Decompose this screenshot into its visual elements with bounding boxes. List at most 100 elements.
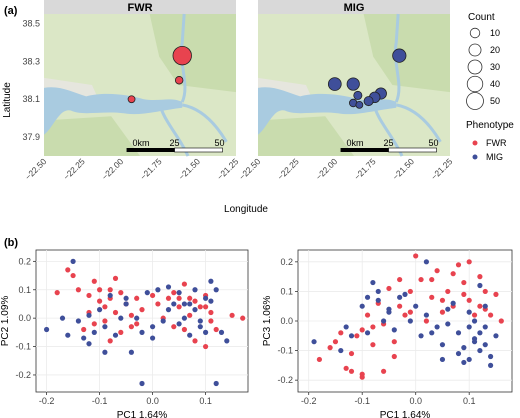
- pca-point: [488, 362, 494, 368]
- pca-point: [197, 318, 203, 324]
- scalebar-segment: [340, 148, 389, 152]
- pca-point: [97, 298, 103, 304]
- pca-point: [102, 324, 108, 330]
- scalebar-start-label: 0km: [133, 138, 150, 148]
- pca-point: [461, 279, 467, 286]
- map-x-tick-label: −22.00: [314, 156, 340, 182]
- pca-point: [65, 267, 71, 273]
- pca-point: [192, 287, 198, 293]
- pca-point: [455, 350, 462, 357]
- map-river: [179, 13, 187, 103]
- pca-point: [466, 356, 472, 363]
- pca-point: [81, 335, 87, 341]
- pca-point: [97, 307, 103, 313]
- pca-point: [423, 259, 429, 265]
- pca-point: [86, 341, 92, 347]
- pca-point: [375, 297, 381, 303]
- pca-point: [391, 353, 397, 360]
- pca-point: [203, 343, 209, 350]
- pca-point: [423, 318, 429, 324]
- pca-point: [439, 309, 446, 315]
- pca-point: [348, 350, 355, 357]
- pca-xlabel: PC1 1.64%: [380, 410, 431, 418]
- pca-point: [461, 291, 467, 297]
- map-strip-fwr-label: FWR: [127, 2, 152, 14]
- map-x-tick-label: −21.25: [429, 156, 455, 182]
- pca-point: [139, 380, 145, 387]
- pca-point: [364, 330, 371, 336]
- map-xlabel: Longitude: [224, 204, 268, 215]
- pca-point: [187, 332, 193, 338]
- pca-point: [203, 329, 209, 335]
- map-strip-fwr: [44, 0, 236, 14]
- pca-point: [218, 329, 225, 335]
- pca-y-tick-label: 0.1: [18, 285, 31, 295]
- pca-point: [370, 342, 376, 348]
- pca-point: [482, 342, 488, 348]
- pca-point: [203, 304, 209, 310]
- map-upland: [149, 14, 236, 93]
- map-y-tick-label: 38.1: [22, 94, 40, 104]
- map-upland: [258, 116, 354, 156]
- pca-point: [224, 338, 230, 344]
- pca-point: [461, 359, 467, 366]
- legend-count-circle: [469, 27, 481, 39]
- pca-point: [348, 368, 355, 374]
- scalebar-mid-label: 25: [170, 138, 180, 148]
- legend-count-label: 30: [490, 62, 500, 72]
- pca-point: [364, 294, 371, 300]
- pca-point: [123, 301, 129, 307]
- pca-point: [208, 298, 214, 304]
- map-upland: [363, 14, 450, 93]
- map-x-tick-label: −21.75: [138, 156, 164, 182]
- map-y-tick-label: 37.9: [22, 132, 40, 142]
- pca-point: [181, 301, 187, 307]
- pca-point: [407, 288, 413, 295]
- map-mig-basemap: 0km 25 50: [258, 13, 450, 157]
- pca-point: [213, 287, 219, 293]
- map-y-ticks: 38.5 38.3 38.1 37.9: [22, 18, 40, 142]
- pca-y-tick-label: -0.1: [277, 346, 293, 356]
- map-ylabel: Latitude: [2, 82, 13, 118]
- pca-point: [450, 300, 456, 306]
- pca-point: [439, 356, 446, 363]
- pca-point: [165, 307, 172, 313]
- pca-y-tick-label: 0.2: [18, 256, 31, 266]
- pca-point: [102, 349, 108, 355]
- pca-x-tick-label: 0.0: [409, 396, 422, 406]
- map-strip-mig: [258, 0, 450, 14]
- pca-point: [176, 295, 182, 301]
- pca-point: [128, 324, 134, 330]
- panel-label-b: (b): [4, 237, 18, 249]
- pca-point: [118, 315, 124, 321]
- map-fwr-points: [127, 45, 192, 104]
- pca-point: [413, 253, 419, 259]
- pca-point: [429, 330, 435, 336]
- pca-point: [439, 297, 446, 303]
- pca-point: [70, 258, 76, 264]
- map-bay-water: [44, 87, 183, 135]
- map-river: [393, 13, 401, 103]
- map-point: [172, 45, 192, 66]
- pca-point: [155, 287, 161, 293]
- pca-point: [466, 324, 472, 330]
- pca-point: [439, 342, 446, 348]
- pca-point: [176, 290, 182, 296]
- pca-point: [44, 326, 50, 333]
- pca-point: [75, 287, 81, 293]
- pca-y-tick-label: 0.0: [280, 316, 293, 326]
- pca-point: [107, 338, 113, 344]
- pca-point: [445, 288, 451, 295]
- pca-point: [343, 365, 349, 371]
- map-upland: [44, 116, 140, 156]
- pca-point: [477, 347, 483, 354]
- pca-point: [482, 303, 488, 309]
- pca-point: [128, 312, 134, 318]
- pca-point: [213, 380, 219, 387]
- pca-point: [381, 318, 387, 324]
- map-panel-fwr: FWR 0km 25 50: [44, 0, 236, 157]
- scalebar-segment: [126, 148, 175, 152]
- legend-phenotype-items: FWR MIG: [472, 138, 507, 162]
- pca-point: [139, 307, 145, 313]
